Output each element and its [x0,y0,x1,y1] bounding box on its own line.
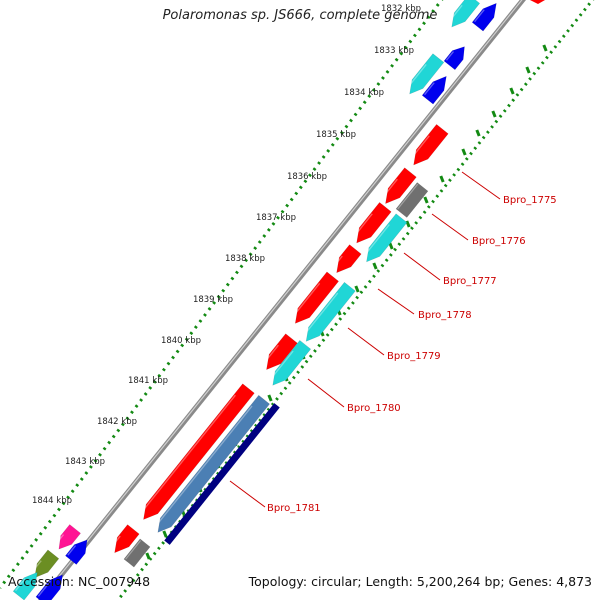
gc-dash [405,220,411,228]
gene-label: Bpro_1775 [503,195,557,206]
tick-labels: 1832 kbp 1833 kbp 1834 kbp 1835 kbp 1836 kbp… [32,4,421,506]
gene-arrow [409,124,449,166]
gc-dash [491,110,497,118]
tick-label: 1839 kbp [193,295,233,305]
gene-arrow [352,202,392,244]
gene-box [164,403,280,545]
gc-dash [162,530,168,538]
gene-arrow [530,0,545,4]
gene-arrow [12,571,38,601]
tick-label: 1843 kbp [65,457,105,467]
tick-label: 1836 kbp [287,172,327,182]
genome-backbone-highlight [36,0,523,605]
gc-dash [542,44,548,52]
gene-track [12,0,545,605]
gc-dash [372,262,378,270]
gene-arrow [448,0,481,28]
gene-arrow [31,549,60,579]
gene-arrow [269,339,312,386]
gc-dash [354,285,360,293]
tick-label: 1837 kbp [256,213,296,223]
gc-dash [267,394,273,402]
gc-dash [439,175,445,183]
gene-labels: Bpro_1775 Bpro_1776 Bpro_1777 Bpro_1778 Bpro… [229,171,557,514]
gene-arrow [471,2,497,32]
tick-label: 1842 kbp [97,417,137,427]
gene-box [395,182,429,218]
tick-label: 1834 kbp [344,88,384,98]
tick-dots [0,0,444,589]
tick-label: 1838 kbp [225,254,265,264]
tick-label: 1841 kbp [128,376,168,386]
tick-label: 1835 kbp [316,130,356,140]
tick-label: 1833 kbp [374,46,414,56]
gene-leader-line [377,288,415,315]
tick-label: 1832 kbp [381,4,421,14]
gene-label: Bpro_1778 [418,310,472,321]
tick-label: 1840 kbp [161,336,201,346]
gene-box [154,394,270,533]
gene-label: Bpro_1781 [267,503,321,514]
gc-dash [475,129,481,137]
gene-leader-line [403,252,441,281]
gene-arrow [443,46,465,71]
gene-label: Bpro_1779 [387,351,441,362]
gene-label: Bpro_1777 [443,276,497,287]
gene-leader-line [461,171,501,200]
gene-arrow [65,539,88,565]
gene-arrow [421,75,447,105]
gc-dash [423,196,429,204]
gene-arrow [139,383,255,520]
gene-leader-line [307,378,345,408]
gene-leader-line [347,327,385,356]
genome-backbone [36,0,526,605]
gc-dash [388,242,394,250]
gene-arrow [55,524,81,550]
gene-leader-line [431,213,469,241]
gc-dash [461,148,467,156]
gene-box [123,538,151,568]
accession-text: Accession: NC_007948 [8,574,151,589]
gene-arrow [262,333,298,371]
tick-label: 1844 kbp [32,496,72,506]
gc-dash [525,66,531,74]
gene-label: Bpro_1776 [472,236,526,247]
gene-arrow [302,281,356,342]
gene-arrow [406,53,445,95]
page-title: Polaromonas sp. JS666, complete genome [162,8,438,23]
gc-dash [145,552,151,560]
gene-arrow [291,271,339,324]
gene-arrow [381,167,417,205]
gene-arrow [362,213,408,263]
gc-dash [509,87,515,95]
gene-arrow [110,524,140,554]
tick-track [0,0,444,589]
genome-summary: Topology: circular; Length: 5,200,264 bp… [248,574,592,589]
gene-leader-line [229,480,266,508]
gene-label: Bpro_1780 [347,403,401,414]
gene-arrow [332,244,362,274]
